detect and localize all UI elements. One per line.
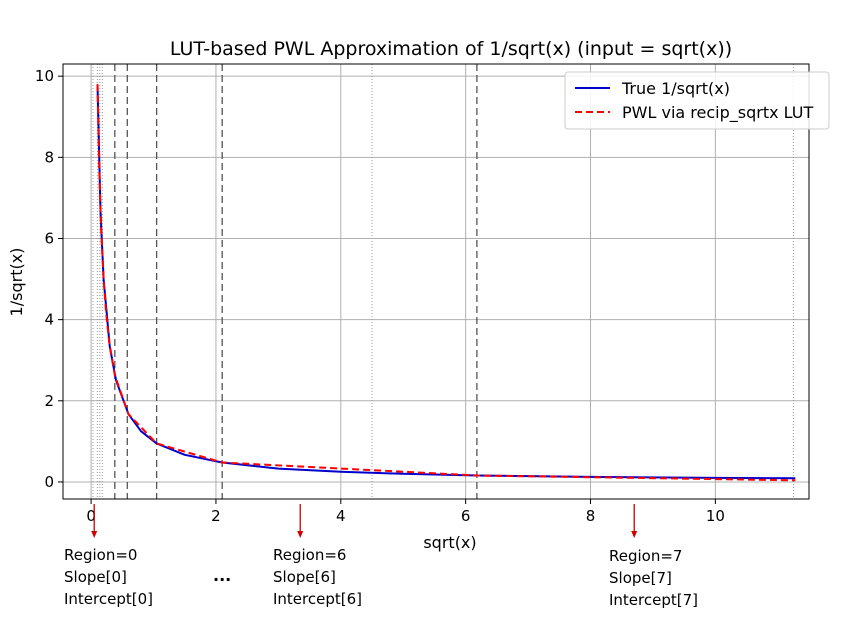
x-tick-label: 2 <box>211 507 221 525</box>
legend-true-label: True 1/sqrt(x) <box>621 79 730 98</box>
series-pwl-line <box>96 84 796 482</box>
legend-pwl-label: PWL via recip_sqrtx LUT <box>622 103 813 123</box>
x-tick-label: 10 <box>706 507 725 525</box>
annotation-region-7-line-1: Region=7 <box>609 547 683 565</box>
legend: True 1/sqrt(x) PWL via recip_sqrtx LUT <box>564 71 830 130</box>
series-lines <box>96 84 796 482</box>
grid <box>63 64 809 499</box>
annotation-region-7: Region=7 Slope[7] Intercept[7] <box>609 545 698 611</box>
y-axis-label: 1/sqrt(x) <box>7 248 26 317</box>
annotation-region-6-line-2: Slope[6] <box>273 568 336 586</box>
legend-box <box>564 71 830 130</box>
y-tick-label: 4 <box>44 311 54 329</box>
plot-frame <box>62 63 810 500</box>
annotation-ellipsis: ... <box>213 566 232 585</box>
annotation-region-6: Region=6 Slope[6] Intercept[6] <box>273 544 362 610</box>
annotation-region-6-line-3: Intercept[6] <box>273 590 363 608</box>
annotation-arrow-head <box>631 531 638 538</box>
region-boundaries <box>92 64 794 499</box>
annotation-region-6-line-1: Region=6 <box>273 546 347 564</box>
annotation-region-7-line-3: Intercept[7] <box>609 591 699 609</box>
y-tick-label: 6 <box>44 229 54 247</box>
x-tick-label: 4 <box>336 507 346 525</box>
annotation-region-0-line-2: Slope[0] <box>64 568 127 586</box>
x-axis-label: sqrt(x) <box>423 533 476 552</box>
ticks: 0 2 4 6 8 10 0 2 4 6 8 10 <box>35 67 725 525</box>
x-tick-label: 0 <box>86 507 96 525</box>
annotation-region-7-line-2: Slope[7] <box>609 569 672 587</box>
annotation-arrow-head <box>91 531 98 538</box>
x-tick-label: 6 <box>461 507 471 525</box>
chart-title: LUT-based PWL Approximation of 1/sqrt(x)… <box>170 38 732 60</box>
annotation-region-0: Region=0 Slope[0] Intercept[0] <box>64 544 153 610</box>
annotation-arrows <box>91 504 638 538</box>
y-tick-label: 0 <box>44 473 54 491</box>
annotation-region-0-line-1: Region=0 <box>64 546 138 564</box>
y-tick-label: 10 <box>35 67 54 85</box>
annotation-region-0-line-3: Intercept[0] <box>64 590 154 608</box>
x-tick-label: 8 <box>586 507 596 525</box>
annotation-arrow-head <box>297 531 304 538</box>
y-tick-label: 8 <box>44 148 54 166</box>
y-tick-label: 2 <box>44 392 54 410</box>
series-true-line <box>96 84 796 480</box>
